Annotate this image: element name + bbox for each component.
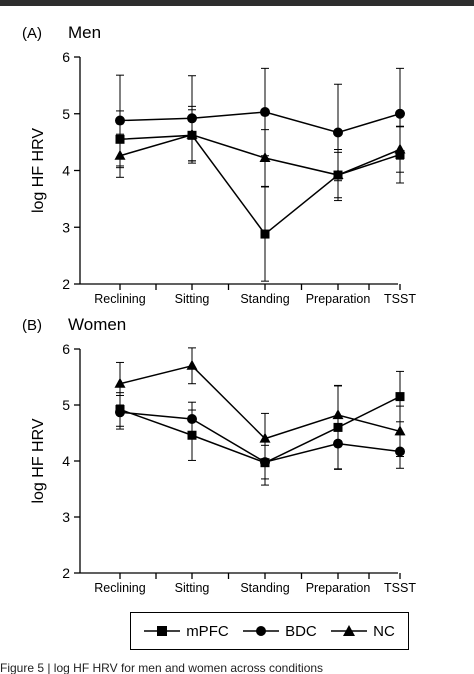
data-point-triangle — [259, 152, 271, 163]
panel-title: Men — [68, 23, 101, 42]
data-point-square — [260, 229, 270, 239]
x-tick-label: Standing — [240, 292, 289, 306]
data-point-triangle — [332, 169, 344, 180]
y-tick-label: 2 — [62, 565, 70, 581]
data-point-square — [395, 392, 405, 402]
data-point-circle — [187, 414, 197, 424]
y-axis-label: log HF HRV — [30, 128, 47, 213]
legend-item-bdc: BDC — [243, 623, 317, 640]
panel-title: Women — [68, 315, 126, 334]
legend-item-nc: NC — [331, 623, 395, 640]
chart-panel-1: (A) Men 2 3 4 5 6 log HF HRV Reclining Sitting Sta… — [22, 23, 416, 306]
legend-label-nc: NC — [373, 622, 395, 640]
data-point-circle — [395, 108, 405, 119]
square-marker-icon — [144, 626, 181, 636]
x-tick-label: Reclining — [94, 292, 145, 306]
y-tick-label: 4 — [62, 453, 70, 469]
y-tick-label: 3 — [62, 509, 70, 525]
series-mpfc — [115, 109, 405, 282]
data-point-circle — [115, 407, 125, 418]
x-tick-label: Reclining — [94, 581, 145, 595]
y-tick-label: 5 — [62, 106, 70, 122]
y-tick-label: 2 — [62, 276, 70, 292]
series-nc — [114, 347, 406, 465]
series-line — [119, 111, 401, 134]
y-tick-label: 6 — [62, 49, 70, 65]
series-bdc — [115, 67, 405, 182]
y-tick-label: 6 — [62, 341, 70, 357]
y-tick-label: 5 — [62, 397, 70, 413]
x-tick-label: TSST — [384, 581, 416, 595]
panel-label: (B) — [22, 317, 42, 334]
legend-label-mpfc: mPFC — [186, 622, 229, 640]
series-mpfc — [115, 370, 405, 486]
y-tick-label: 4 — [62, 163, 70, 179]
x-tick-label: Sitting — [175, 581, 210, 595]
data-point-triangle — [186, 128, 198, 139]
data-point-circle — [333, 127, 343, 138]
series-bdc — [115, 394, 405, 480]
data-point-circle — [260, 107, 270, 118]
data-point-triangle — [186, 359, 198, 370]
legend-item-mpfc: mPFC — [144, 623, 229, 640]
page-top-border — [0, 0, 474, 6]
data-point-triangle — [332, 409, 344, 420]
chart-panel-2: (B) Women 2 3 4 5 6 log HF HRV Reclining Sitting S… — [22, 315, 416, 595]
data-point-triangle — [114, 377, 126, 388]
x-tick-label: Standing — [240, 581, 289, 595]
circle-marker-icon — [243, 626, 280, 636]
data-point-triangle — [394, 425, 406, 436]
y-tick-label: 3 — [62, 219, 70, 235]
y-axis-label: log HF HRV — [30, 418, 47, 503]
figure-canvas: (A) Men 2 3 4 5 6 log HF HRV Reclining Sitting Sta… — [22, 23, 416, 595]
figure-caption: Figure 5 | log HF HRV for men and women … — [0, 662, 324, 674]
series-nc — [114, 105, 406, 199]
legend: mPFC BDC NC — [130, 612, 409, 650]
x-tick-label: Preparation — [306, 581, 371, 595]
data-point-circle — [115, 115, 125, 126]
x-tick-label: Sitting — [175, 292, 210, 306]
data-point-triangle — [114, 149, 126, 160]
series-line — [119, 364, 401, 440]
series-line — [119, 134, 401, 236]
data-point-triangle — [394, 143, 406, 154]
legend-label-bdc: BDC — [285, 622, 317, 640]
triangle-marker-icon — [331, 625, 368, 636]
x-tick-label: TSST — [384, 292, 416, 306]
series-line — [119, 395, 401, 464]
data-point-triangle — [259, 432, 271, 443]
x-tick-label: Preparation — [306, 292, 371, 306]
panel-label: (A) — [22, 25, 42, 42]
